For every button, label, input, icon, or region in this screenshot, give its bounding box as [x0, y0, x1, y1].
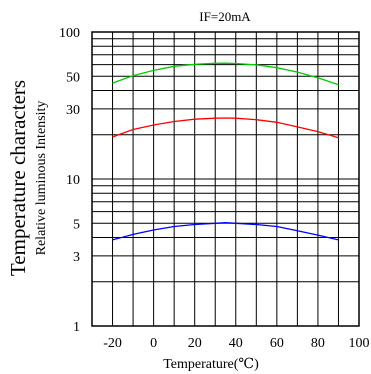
- plot-frame: [91, 31, 360, 327]
- x-tick-label: 80: [311, 336, 325, 351]
- series-line-1: [112, 62, 339, 86]
- y-axis-label: Temperature characters: [6, 80, 30, 276]
- series-group: [112, 62, 339, 241]
- series-line-3: [112, 221, 339, 241]
- x-tick-label: -20: [103, 336, 122, 351]
- series-line-2: [112, 117, 339, 139]
- chart-title: IF=20mA: [199, 9, 251, 24]
- y-tick-label: 50: [66, 70, 80, 85]
- y-tick-label: 100: [59, 26, 80, 41]
- x-tick-label: 40: [229, 336, 243, 351]
- y-tick-label: 1: [73, 320, 80, 335]
- y-tick-label: 10: [66, 173, 80, 188]
- grid: [91, 31, 360, 327]
- x-axis-label: Temperature(℃): [163, 357, 259, 372]
- y-tick-label: 5: [73, 217, 80, 232]
- x-tick-label: 20: [188, 336, 202, 351]
- x-tick-label: 60: [270, 336, 284, 351]
- y-tick-label: 30: [66, 103, 80, 118]
- x-tick-label: 0: [150, 336, 157, 351]
- x-tick-label: 100: [349, 336, 370, 351]
- y-tick-labels: 1 3 5 10 30 50 100: [59, 26, 80, 335]
- x-tick-labels: -20 0 20 40 60 80 100: [103, 336, 369, 351]
- y-axis-label-secondary: Relative luminous Intensity: [34, 101, 49, 256]
- y-tick-label: 3: [73, 250, 80, 265]
